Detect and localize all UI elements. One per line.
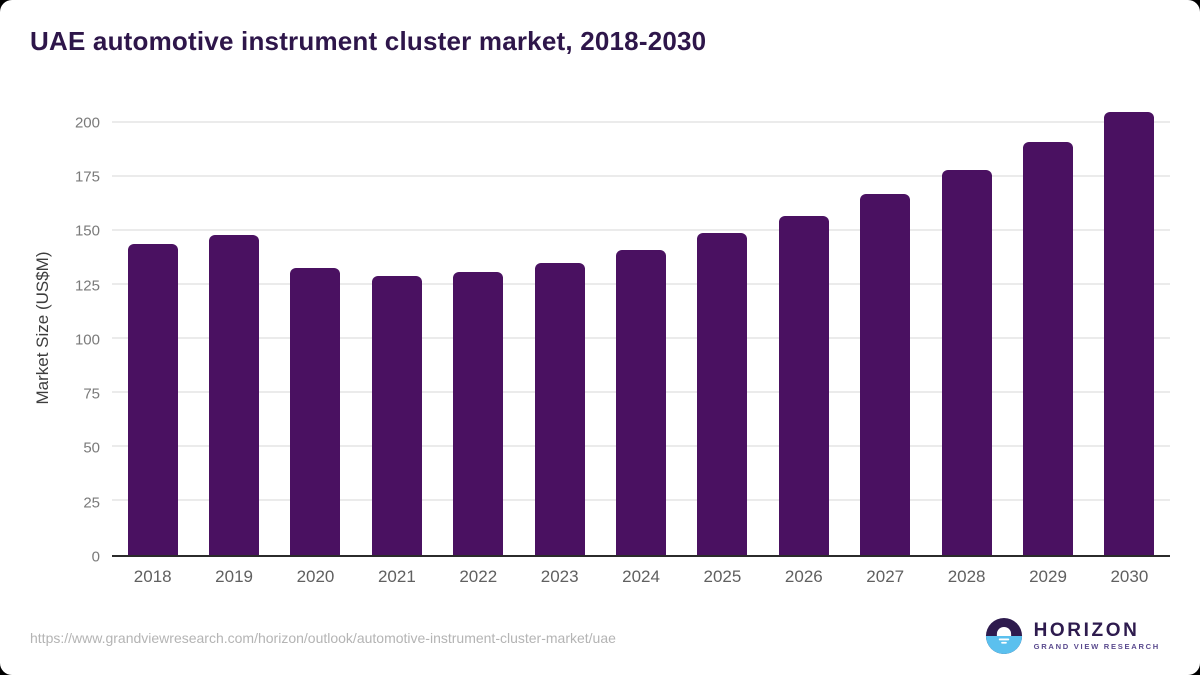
bar-cell: [763, 99, 844, 555]
bar-2024: [616, 250, 667, 555]
horizon-logo-icon: [985, 617, 1022, 655]
x-tick-label: 2023: [540, 567, 579, 586]
x-tick-label: 2019: [215, 567, 253, 586]
bar-cell: [1007, 99, 1088, 555]
bar-2022: [453, 271, 504, 555]
x-axis-tick-labels: 2018 2019 2020 2021 2022 2023 2024 2025 2026 2027…: [112, 559, 1170, 587]
bar-cell: [112, 99, 193, 555]
bar-cell: [926, 99, 1007, 555]
bar-2019: [209, 235, 260, 555]
bar-2021: [371, 276, 422, 555]
bar-2030: [1104, 111, 1155, 555]
y-tick-label: 50: [83, 439, 100, 457]
bar-cell: [845, 99, 926, 555]
bar-cell: [193, 99, 274, 555]
y-tick-label: 0: [91, 548, 100, 566]
y-tick-label: 75: [83, 385, 100, 403]
y-tick-label: 200: [74, 114, 100, 132]
bar-cell: [275, 99, 356, 555]
bar-cell: [682, 99, 763, 555]
x-tick-label: 2027: [866, 567, 905, 586]
x-tick-label: 2026: [784, 567, 823, 586]
x-tick-label: 2024: [622, 567, 660, 586]
x-tick-label: 2029: [1029, 567, 1067, 586]
x-tick-label: 2030: [1110, 567, 1149, 586]
gridline: [112, 174, 1170, 177]
x-tick-label: 2020: [296, 567, 335, 586]
y-tick-label: 100: [74, 331, 100, 349]
bar-2029: [1022, 142, 1073, 555]
bar-2018: [127, 243, 178, 555]
y-tick-label: 125: [74, 277, 100, 295]
bar-series: [112, 99, 1170, 555]
y-axis-tick-labels: 0 25 50 75 100 125 150 175 200: [0, 99, 100, 565]
page-title: UAE automotive instrument cluster market…: [30, 26, 707, 56]
plot-area: [112, 99, 1170, 557]
x-tick-label: 2028: [947, 567, 986, 586]
bar-cell: [519, 99, 600, 555]
bar-cell: [356, 99, 437, 555]
bar-2023: [534, 263, 585, 555]
y-tick-label: 25: [83, 494, 100, 512]
x-tick-label: 2018: [133, 567, 172, 586]
bar-cell: [1089, 99, 1170, 555]
logo-brand: HORIZON: [1033, 620, 1140, 642]
x-tick-label: 2025: [703, 567, 742, 586]
gridline: [112, 120, 1170, 123]
bar-2028: [941, 170, 992, 555]
bar-2020: [290, 267, 341, 555]
gridline: [112, 228, 1170, 231]
bar-2025: [697, 233, 748, 555]
bar-2027: [860, 194, 911, 555]
bar-cell: [438, 99, 519, 555]
y-tick-label: 175: [74, 168, 100, 186]
bar-cell: [600, 99, 681, 555]
source-url: https://www.grandviewresearch.com/horizo…: [30, 630, 616, 646]
y-tick-label: 150: [74, 222, 100, 240]
horizon-logo: HORIZON GRAND VIEW RESEARCH: [985, 617, 1160, 655]
logo-text: HORIZON GRAND VIEW RESEARCH: [1034, 621, 1160, 651]
logo-sub-brand: GRAND VIEW RESEARCH: [1033, 642, 1160, 652]
x-tick-label: 2021: [377, 567, 416, 586]
bar-2026: [778, 215, 829, 555]
x-tick-label: 2022: [459, 567, 498, 586]
